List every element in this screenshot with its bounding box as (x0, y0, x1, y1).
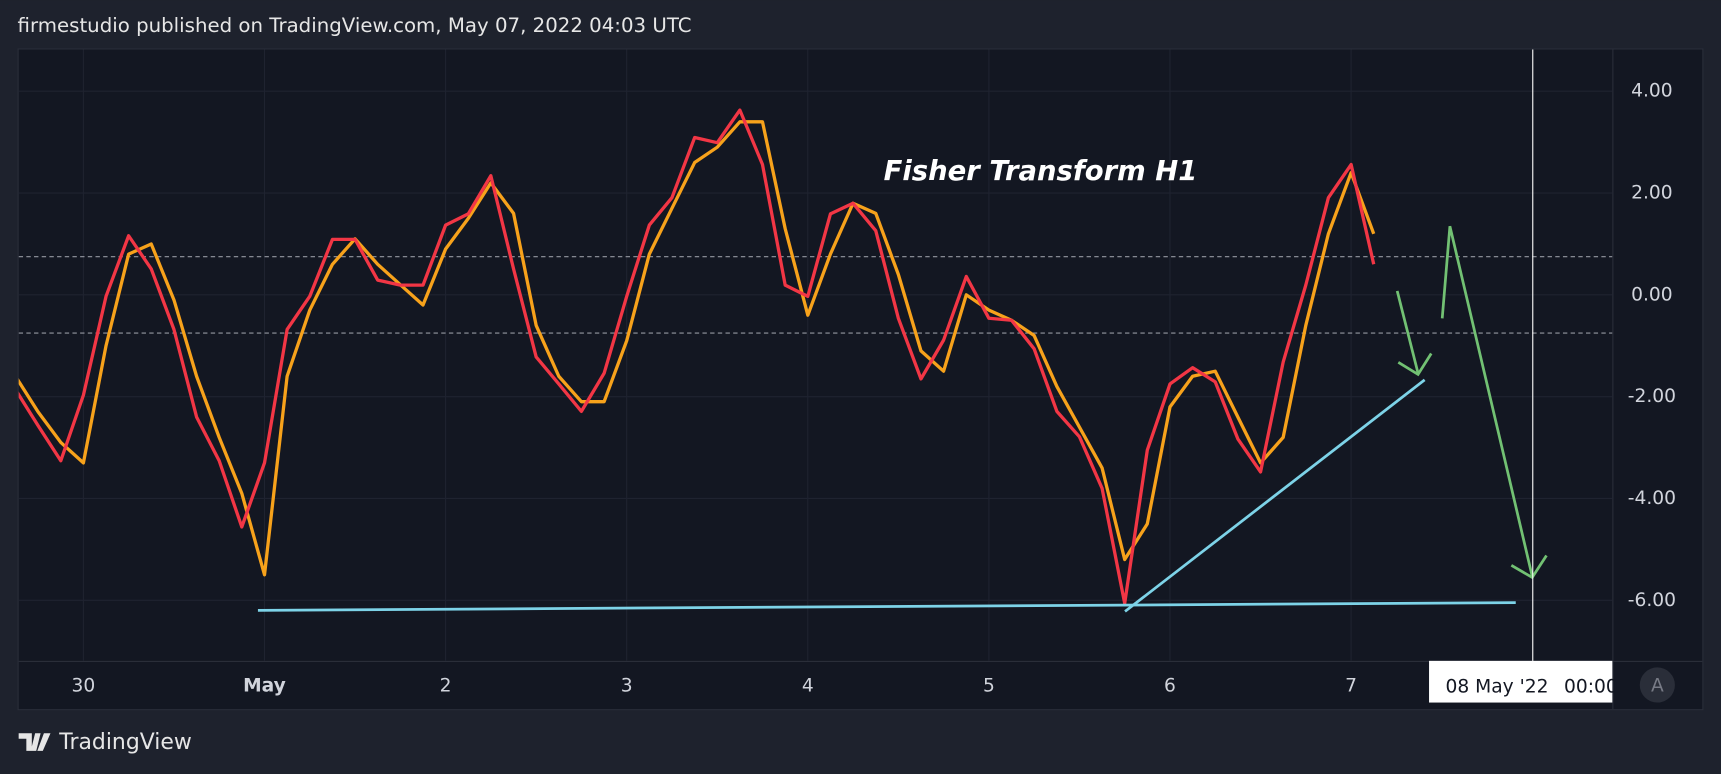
drawings (257, 225, 1548, 613)
series-line (18, 120, 1376, 577)
chart-frame (17, 48, 1704, 711)
footer: TradingView (58, 730, 192, 755)
header: firmestudio published on TradingView.com… (18, 14, 692, 37)
crosshair-label-bg (1429, 660, 1613, 703)
y-tick-label: 0.00 (1631, 284, 1673, 305)
y-tick-label: -6.00 (1628, 590, 1676, 611)
x-tick-label: 6 (1164, 676, 1176, 697)
series-line (18, 108, 1376, 605)
y-tick-label: 4.00 (1631, 81, 1673, 102)
chart-title: Fisher Transform H1 (884, 156, 1198, 187)
crosshair-date: 08 May '22 (1446, 677, 1549, 698)
crosshair-time: 00:00 (1564, 677, 1618, 698)
x-tick-label: May (243, 676, 286, 697)
y-tick-label: 2.00 (1631, 183, 1673, 204)
y-tick-label: -2.00 (1628, 386, 1676, 407)
x-tick-label: 4 (802, 676, 814, 697)
x-tick-label: 2 (440, 676, 452, 697)
scale-button-label[interactable]: A (1651, 676, 1664, 697)
scale-button[interactable] (1639, 667, 1675, 703)
x-tick-label: 3 (621, 676, 633, 697)
logo (18, 733, 51, 751)
x-tick-label: 5 (983, 676, 995, 697)
x-tick-label: 30 (72, 676, 96, 697)
x-tick-label: 7 (1345, 676, 1357, 697)
y-tick-label: -4.00 (1628, 488, 1676, 509)
